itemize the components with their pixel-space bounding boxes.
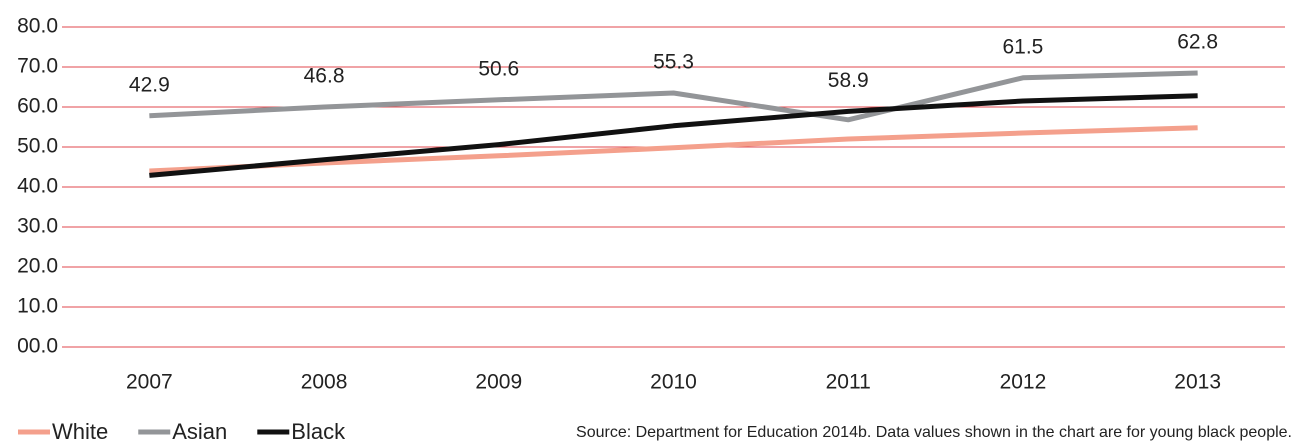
x-tick-label: 2009	[475, 371, 522, 394]
x-tick-label: 2008	[301, 371, 348, 394]
y-tick-label: 00.0	[17, 335, 58, 358]
legend-label: Black	[291, 419, 346, 444]
data-label: 58.9	[828, 69, 869, 92]
y-tick-label: 10.0	[17, 295, 58, 318]
data-label: 50.6	[478, 57, 519, 80]
y-tick-label: 60.0	[17, 95, 58, 118]
data-label: 62.8	[1177, 31, 1218, 54]
data-label: 46.8	[304, 65, 345, 88]
x-tick-label: 2012	[1000, 371, 1047, 394]
y-tick-label: 70.0	[17, 55, 58, 78]
y-tick-label: 20.0	[17, 255, 58, 278]
y-tick-label: 80.0	[17, 15, 58, 38]
x-tick-label: 2007	[126, 371, 173, 394]
x-tick-label: 2010	[650, 371, 697, 394]
data-label: 55.3	[653, 51, 694, 74]
source-note: Source: Department for Education 2014b. …	[576, 424, 1292, 441]
data-label: 61.5	[1002, 35, 1043, 58]
series-line	[149, 125, 1198, 174]
y-tick-label: 50.0	[17, 135, 58, 158]
legend-label: White	[52, 419, 108, 444]
data-label: 42.9	[129, 73, 170, 96]
legend-label: Asian	[172, 419, 227, 444]
series-line	[149, 93, 1198, 178]
x-tick-label: 2011	[826, 371, 871, 394]
y-tick-label: 30.0	[17, 215, 58, 238]
x-tick-label: 2013	[1174, 371, 1221, 394]
y-tick-label: 40.0	[17, 175, 58, 198]
series-line	[149, 70, 1198, 123]
